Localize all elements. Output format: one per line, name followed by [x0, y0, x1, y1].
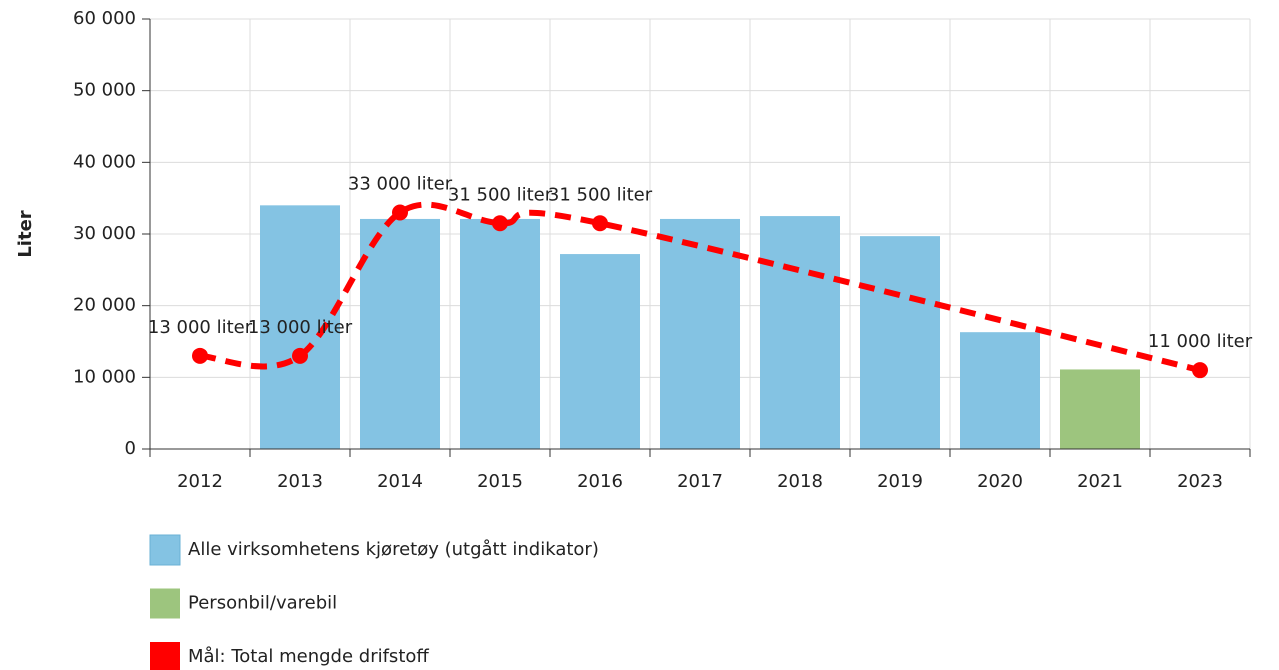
data-label: 13 000 liter — [148, 317, 253, 338]
bar — [960, 332, 1040, 449]
legend-swatch — [150, 642, 180, 670]
x-tick-label: 2021 — [1077, 471, 1123, 492]
bar — [460, 218, 540, 449]
data-label: 31 500 liter — [548, 184, 653, 205]
x-tick-label: 2019 — [877, 471, 923, 492]
x-tick-label: 2013 — [277, 471, 323, 492]
data-label: 13 000 liter — [248, 317, 353, 338]
y-tick-label: 30 000 — [73, 223, 136, 244]
x-tick-label: 2015 — [477, 471, 523, 492]
legend-swatch — [149, 534, 181, 566]
x-tick-label: 2014 — [377, 471, 423, 492]
point — [292, 347, 308, 364]
point — [1192, 362, 1208, 379]
x-tick-label: 2018 — [777, 471, 823, 492]
x-tick-label: 2016 — [577, 471, 623, 492]
data-label: 33 000 liter — [348, 174, 453, 195]
x-tick-label: 2020 — [977, 471, 1023, 492]
point — [392, 204, 408, 221]
bar — [660, 218, 740, 449]
y-tick-label: 20 000 — [73, 295, 136, 316]
data-label: 31 500 liter — [448, 184, 553, 205]
legend-label: Mål: Total mengde drifstoff — [188, 646, 429, 667]
y-tick-label: 0 — [125, 438, 136, 459]
x-tick-label: 2023 — [1177, 471, 1223, 492]
bar — [1060, 369, 1140, 449]
data-label: 11 000 liter — [1148, 331, 1253, 352]
y-tick-label: 50 000 — [73, 80, 136, 101]
y-tick-label: 40 000 — [73, 151, 136, 172]
legend-label: Alle virksomhetens kjøretøy (utgått indi… — [188, 539, 599, 560]
point — [192, 347, 208, 364]
bar — [760, 216, 840, 449]
y-tick-label: 10 000 — [73, 366, 136, 387]
bar — [360, 218, 440, 449]
y-axis-label: Liter — [15, 210, 36, 257]
bar — [860, 236, 940, 449]
legend-swatch — [150, 588, 180, 619]
point — [592, 215, 608, 232]
x-tick-label: 2012 — [177, 471, 223, 492]
y-tick-label: 60 000 — [73, 8, 136, 29]
x-tick-label: 2017 — [677, 471, 723, 492]
legend-label: Personbil/varebil — [188, 593, 337, 614]
point — [492, 215, 508, 232]
bar — [560, 254, 640, 449]
